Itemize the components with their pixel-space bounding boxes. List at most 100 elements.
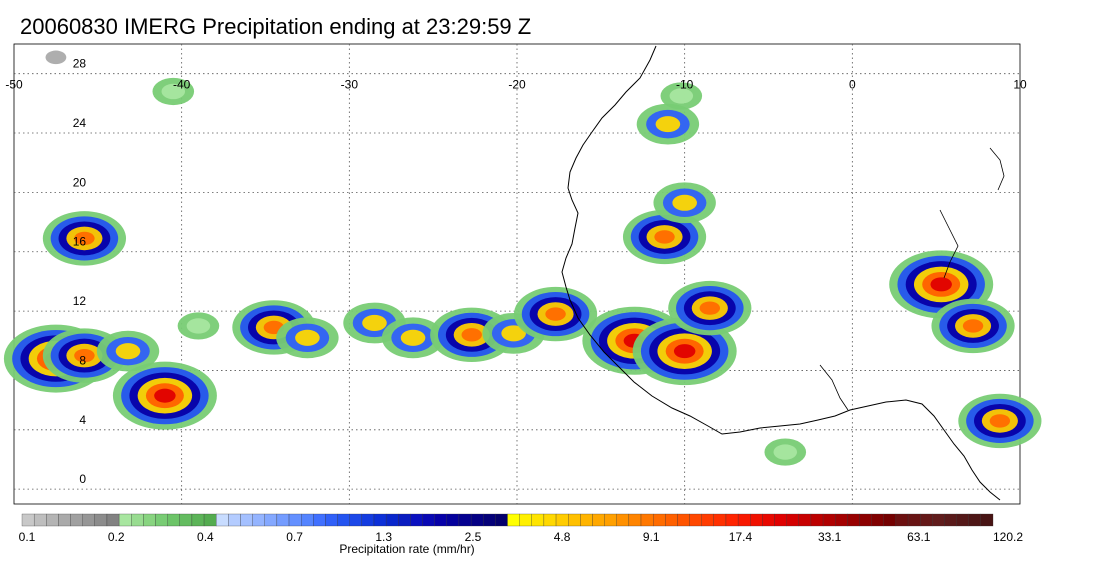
colorbar-swatch xyxy=(604,513,617,527)
colorbar-swatch xyxy=(592,513,605,527)
colorbar-swatch xyxy=(750,513,763,527)
lon-tick-label: -30 xyxy=(341,78,359,92)
colorbar-swatch xyxy=(434,513,447,527)
colorbar-tick-label: 0.7 xyxy=(286,530,303,544)
map-title: 20060830 IMERG Precipitation ending at 2… xyxy=(20,14,532,39)
colorbar-swatch xyxy=(191,513,205,527)
colorbar-swatch xyxy=(519,513,532,527)
colorbar-swatch xyxy=(373,513,387,527)
colorbar-swatch xyxy=(483,513,496,527)
colorbar-swatch xyxy=(325,513,338,527)
lon-tick-label: 10 xyxy=(1013,78,1027,92)
colorbar-swatch xyxy=(337,513,350,527)
colorbar-swatch xyxy=(33,513,47,527)
colorbar-swatch xyxy=(835,513,848,527)
colorbar-swatch xyxy=(252,513,265,527)
precip-cell xyxy=(513,286,598,342)
colorbar-swatch xyxy=(203,513,217,527)
colorbar-swatch xyxy=(859,513,872,527)
colorbar-swatch xyxy=(276,513,290,527)
colorbar-swatch xyxy=(349,513,362,527)
precip-cell xyxy=(668,280,752,336)
lat-tick-label: 0 xyxy=(79,472,86,486)
colorbar-swatch xyxy=(228,513,241,527)
colorbar-swatch xyxy=(713,513,727,527)
colorbar-swatch xyxy=(21,513,35,527)
colorbar-swatch xyxy=(932,513,945,527)
colorbar-swatch xyxy=(361,513,375,527)
colorbar-tick-label: 33.1 xyxy=(818,530,842,544)
colorbar-swatch xyxy=(810,513,824,527)
colorbar-swatch xyxy=(495,513,508,527)
precip-cell xyxy=(660,82,703,110)
colorbar-swatch xyxy=(240,513,253,527)
colorbar-swatch xyxy=(410,513,423,527)
colorbar-swatch xyxy=(531,513,545,527)
colorbar-tick-label: 0.4 xyxy=(197,530,214,544)
colorbar-swatch xyxy=(568,513,581,527)
colorbar-swatch xyxy=(616,513,630,527)
precip-cell xyxy=(177,312,220,340)
precip-cell xyxy=(112,361,217,430)
colorbar-swatch xyxy=(422,513,435,527)
colorbar-tick-label: 63.1 xyxy=(907,530,931,544)
colorbar-swatch xyxy=(446,513,460,527)
colorbar-swatch xyxy=(301,513,314,527)
precip-cell xyxy=(653,182,716,224)
lon-tick-label: -10 xyxy=(676,78,694,92)
precip-cell xyxy=(931,298,1015,354)
colorbar-swatch xyxy=(82,513,95,527)
colorbar-swatch xyxy=(774,513,787,527)
lat-tick-label: 24 xyxy=(73,116,87,130)
colorbar-swatch xyxy=(628,513,642,527)
lat-tick-label: 20 xyxy=(73,175,87,189)
colorbar-swatch xyxy=(94,513,108,527)
precip-cell xyxy=(96,330,160,372)
colorbar-swatch xyxy=(653,513,666,527)
lon-tick-label: -40 xyxy=(173,78,191,92)
colorbar-swatch xyxy=(470,513,484,527)
precip-cell xyxy=(276,317,339,359)
precip-cell xyxy=(381,317,445,359)
colorbar-swatch xyxy=(398,513,411,527)
lon-tick-label: -20 xyxy=(508,78,526,92)
precip-cell xyxy=(42,211,127,266)
precip-cell xyxy=(764,438,807,466)
colorbar-swatch xyxy=(798,513,812,527)
precip-cell xyxy=(45,50,67,65)
precipitation-field xyxy=(3,50,1042,466)
lat-tick-label: 16 xyxy=(73,235,87,249)
colorbar-swatch xyxy=(118,513,132,527)
colorbar-swatch xyxy=(847,513,860,527)
colorbar-swatch xyxy=(288,513,302,527)
colorbar-swatch xyxy=(580,513,593,527)
colorbar-swatch xyxy=(70,513,83,527)
colorbar-swatch xyxy=(155,513,168,527)
colorbar-swatch xyxy=(143,513,156,527)
colorbar-swatch xyxy=(956,513,969,527)
coastline xyxy=(561,45,1005,501)
colorbar-swatch xyxy=(665,513,678,527)
colorbar-swatch xyxy=(762,513,775,527)
colorbar-swatch xyxy=(179,513,193,527)
colorbar-swatch xyxy=(689,513,702,527)
lon-tick-label: -50 xyxy=(5,78,23,92)
colorbar-swatch xyxy=(980,513,994,527)
colorbar-swatch xyxy=(701,513,714,527)
colorbar-swatch xyxy=(968,513,982,527)
colorbar-tick-label: 0.1 xyxy=(19,530,36,544)
colorbar-swatch xyxy=(313,513,326,527)
colorbar-tick-label: 1.3 xyxy=(375,530,392,544)
precip-cell xyxy=(636,103,700,145)
colorbar-swatch xyxy=(216,513,229,527)
colorbar-swatch xyxy=(46,513,59,527)
colorbar-swatch xyxy=(555,513,569,527)
colorbar-swatch xyxy=(677,513,690,527)
colorbar-swatch xyxy=(786,513,799,527)
colorbar-tick-label: 2.5 xyxy=(465,530,482,544)
precip-cell xyxy=(152,77,195,106)
colorbar-swatch xyxy=(895,513,909,527)
colorbar-swatch xyxy=(385,513,399,527)
